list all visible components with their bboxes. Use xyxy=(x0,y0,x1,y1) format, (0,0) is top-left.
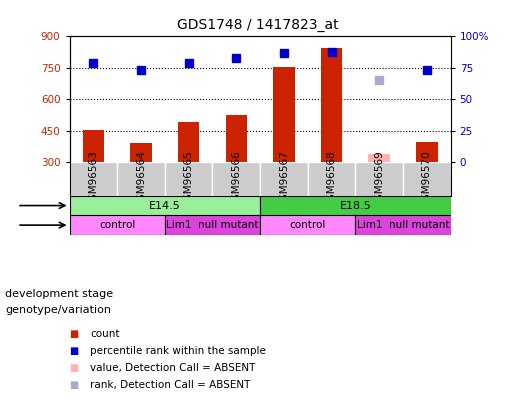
Text: GSM96568: GSM96568 xyxy=(327,151,336,207)
Bar xyxy=(178,122,199,162)
Bar xyxy=(260,196,451,215)
Bar xyxy=(416,142,438,162)
Text: count: count xyxy=(90,329,119,339)
Text: rank, Detection Call = ABSENT: rank, Detection Call = ABSENT xyxy=(90,380,250,390)
Text: genotype/variation: genotype/variation xyxy=(5,305,111,315)
Text: development stage: development stage xyxy=(5,289,113,298)
Text: GSM96570: GSM96570 xyxy=(422,151,432,207)
Text: GSM96566: GSM96566 xyxy=(231,151,241,207)
Text: GSM96564: GSM96564 xyxy=(136,151,146,207)
Bar xyxy=(70,196,260,215)
Bar xyxy=(82,130,104,162)
Bar xyxy=(260,162,308,196)
Bar xyxy=(355,215,451,235)
Bar xyxy=(70,215,165,235)
Text: E18.5: E18.5 xyxy=(339,200,371,211)
Text: Lim1  null mutant: Lim1 null mutant xyxy=(357,220,449,230)
Text: Lim1  null mutant: Lim1 null mutant xyxy=(166,220,259,230)
Bar xyxy=(117,162,165,196)
Text: GSM96569: GSM96569 xyxy=(374,151,384,207)
Text: ■: ■ xyxy=(70,363,79,373)
Bar xyxy=(273,67,295,162)
Bar xyxy=(212,162,260,196)
Bar xyxy=(165,162,212,196)
Bar xyxy=(260,215,355,235)
Text: control: control xyxy=(289,220,326,230)
Text: ■: ■ xyxy=(70,380,79,390)
Text: GDS1748 / 1417823_at: GDS1748 / 1417823_at xyxy=(177,18,338,32)
Bar xyxy=(70,162,117,196)
Text: percentile rank within the sample: percentile rank within the sample xyxy=(90,346,266,356)
Bar xyxy=(403,162,451,196)
Text: ■: ■ xyxy=(70,346,79,356)
Bar xyxy=(368,154,390,162)
Text: GSM96563: GSM96563 xyxy=(89,151,98,207)
Bar xyxy=(307,162,355,196)
Text: GSM96565: GSM96565 xyxy=(184,151,194,207)
Text: value, Detection Call = ABSENT: value, Detection Call = ABSENT xyxy=(90,363,255,373)
Text: control: control xyxy=(99,220,135,230)
Bar xyxy=(130,143,152,162)
Bar xyxy=(226,115,247,162)
Bar xyxy=(355,162,403,196)
Text: GSM96567: GSM96567 xyxy=(279,151,289,207)
Bar xyxy=(165,215,260,235)
Text: ■: ■ xyxy=(70,329,79,339)
Bar xyxy=(321,48,342,162)
Text: E14.5: E14.5 xyxy=(149,200,181,211)
